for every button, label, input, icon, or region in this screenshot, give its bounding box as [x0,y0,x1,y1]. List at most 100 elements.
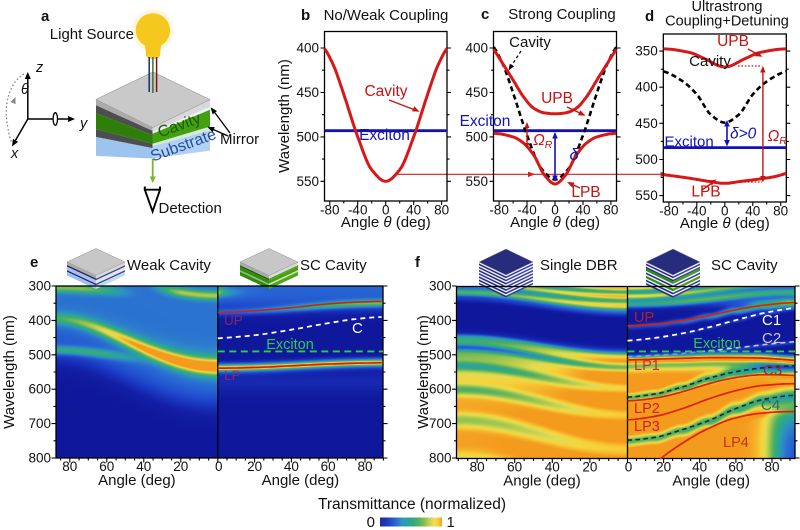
svg-text:Angle θ (deg): Angle θ (deg) [680,215,770,232]
svg-text:20: 20 [173,459,188,474]
svg-text:C2: C2 [762,330,781,347]
svg-text:θ: θ [21,82,29,98]
svg-text:400: 400 [465,41,488,56]
svg-text:Wavelength (nm): Wavelength (nm) [1,315,18,429]
svg-text:40: 40 [406,203,421,218]
svg-text:450: 450 [296,85,319,100]
svg-text:400: 400 [635,80,658,95]
svg-text:1: 1 [447,514,455,530]
svg-text:300: 300 [429,279,452,294]
svg-text:LP: LP [224,368,241,383]
svg-text:LP1: LP1 [634,358,660,374]
svg-text:500: 500 [296,129,319,144]
svg-text:Angle θ (deg): Angle θ (deg) [341,214,431,231]
svg-text:ΩR: ΩR [768,128,788,147]
svg-text:a: a [41,8,50,25]
svg-text:Exciton: Exciton [266,337,314,353]
svg-text:UP: UP [634,310,654,326]
svg-text:Cavity: Cavity [689,53,731,70]
svg-text:z: z [35,60,44,76]
svg-text:80: 80 [603,203,618,218]
svg-text:UP: UP [224,313,243,328]
svg-text:SC Cavity: SC Cavity [711,257,778,274]
svg-text:80: 80 [357,459,372,474]
svg-text:e: e [30,254,38,271]
svg-text:40: 40 [575,203,590,218]
svg-text:0: 0 [215,459,223,474]
svg-text:δ: δ [570,146,580,164]
svg-text:550: 550 [296,174,319,189]
svg-text:Light Source: Light Source [50,26,134,43]
svg-text:450: 450 [635,116,658,131]
svg-text:40: 40 [284,459,299,474]
svg-text:20: 20 [247,459,262,474]
svg-text:δ>0: δ>0 [730,126,757,143]
svg-text:Mirror: Mirror [220,131,259,148]
svg-text:80: 80 [470,460,485,475]
svg-text:80: 80 [773,204,788,219]
svg-text:400: 400 [28,313,51,328]
svg-text:-80: -80 [489,203,509,218]
svg-text:Cavity: Cavity [509,34,551,51]
svg-text:450: 450 [465,85,488,100]
svg-text:f: f [415,254,421,271]
svg-text:600: 600 [28,382,51,397]
svg-text:Coupling+Detuning: Coupling+Detuning [665,14,789,30]
svg-text:80: 80 [434,203,449,218]
svg-text:300: 300 [28,279,51,294]
svg-text:Exciton: Exciton [359,127,410,144]
svg-text:-40: -40 [687,204,707,219]
svg-text:-80: -80 [659,204,679,219]
svg-text:-80: -80 [320,203,340,218]
svg-text:-40: -40 [348,203,368,218]
svg-text:60: 60 [321,459,336,474]
svg-text:0: 0 [551,203,559,218]
svg-text:Cavity: Cavity [364,83,407,100]
svg-text:C1: C1 [762,312,781,329]
svg-text:Angle θ (deg): Angle θ (deg) [510,214,600,231]
svg-text:UPB: UPB [717,33,749,50]
svg-text:LPB: LPB [691,184,720,201]
svg-text:20: 20 [582,460,597,475]
svg-text:SC Cavity: SC Cavity [300,257,367,274]
svg-text:40: 40 [136,459,151,474]
svg-text:LPB: LPB [571,184,600,201]
svg-text:0: 0 [367,514,375,530]
svg-text:60: 60 [507,460,522,475]
svg-text:Exciton: Exciton [460,113,511,130]
svg-text:Wavelength (nm): Wavelength (nm) [415,315,432,429]
svg-text:350: 350 [635,44,658,59]
svg-text:No/Weak Coupling: No/Weak Coupling [324,7,449,24]
svg-text:400: 400 [429,313,452,328]
svg-text:500: 500 [28,347,51,362]
svg-text:Strong Coupling: Strong Coupling [508,6,616,23]
svg-text:40: 40 [545,460,560,475]
svg-text:d: d [645,8,654,25]
svg-text:Wavelength (nm): Wavelength (nm) [276,59,293,173]
svg-text:C: C [352,320,363,337]
svg-text:Exciton: Exciton [665,134,714,151]
svg-text:0: 0 [625,460,633,475]
svg-text:550: 550 [635,188,658,203]
svg-text:x: x [10,146,19,162]
svg-text:Weak Cavity: Weak Cavity [127,257,211,274]
svg-text:Ultrastrong: Ultrastrong [692,0,763,15]
svg-text:500: 500 [429,347,452,362]
svg-text:80: 80 [764,460,779,475]
svg-text:-40: -40 [517,203,537,218]
svg-text:550: 550 [465,174,488,189]
svg-text:LP4: LP4 [723,435,749,451]
svg-text:800: 800 [28,451,51,466]
svg-text:C3: C3 [763,362,782,379]
svg-text:LP2: LP2 [634,401,660,417]
svg-text:Angle (deg): Angle (deg) [503,473,581,490]
svg-text:0: 0 [721,204,729,219]
svg-text:b: b [301,7,310,24]
svg-text:Single DBR: Single DBR [540,257,618,274]
svg-text:Transmittance (normalized): Transmittance (normalized) [318,496,506,513]
svg-text:400: 400 [296,41,319,56]
svg-text:ΩR: ΩR [533,132,553,151]
svg-text:40: 40 [692,460,707,475]
svg-text:Angle (deg): Angle (deg) [262,472,340,489]
svg-text:Angle (deg): Angle (deg) [98,472,176,489]
